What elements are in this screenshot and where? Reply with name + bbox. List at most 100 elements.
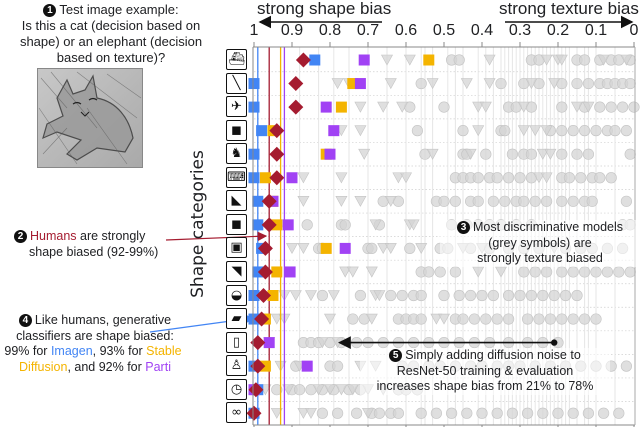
grey-model-circle: [567, 313, 579, 325]
parti-marker: [328, 125, 340, 137]
parti-marker: [320, 101, 332, 113]
grey-model-circle: [616, 101, 629, 113]
grey-model-circle: [514, 289, 526, 302]
humans-marker: [269, 146, 285, 162]
x-tick-label: 0.4: [470, 22, 494, 39]
grey-model-circle: [544, 313, 557, 325]
x-tick-label: 0.5: [432, 22, 456, 39]
grey-model-triangle: [426, 78, 439, 90]
grey-model-circle: [294, 384, 306, 396]
imagen-marker: [248, 148, 260, 160]
grey-model-circle: [415, 289, 427, 302]
grey-model-circle: [567, 407, 579, 419]
grey-model-circle: [529, 195, 541, 207]
airplane-icon: ✈: [226, 96, 247, 118]
grey-model-triangle: [430, 313, 443, 325]
grey-model-triangle: [331, 78, 344, 90]
grey-model-circle: [556, 313, 568, 325]
grey-model-circle: [518, 266, 530, 278]
parti-marker: [354, 78, 366, 90]
grey-model-triangle: [354, 101, 367, 113]
grey-model-circle: [457, 125, 469, 137]
grey-model-triangle: [327, 290, 340, 302]
annotation-generative: 4 Like humans, generative classifiers are…: [0, 313, 190, 375]
grey-model-triangle: [536, 148, 549, 160]
grey-model-triangle: [544, 148, 557, 160]
grey-model-circle: [506, 148, 519, 160]
grey-model-triangle: [384, 243, 397, 255]
grey-model-circle: [491, 172, 503, 184]
parti-marker: [263, 337, 275, 349]
grey-model-circle: [316, 407, 329, 419]
grey-model-triangle: [540, 125, 553, 137]
grey-model-circle: [563, 172, 576, 184]
humans-highlight: Humans: [30, 229, 77, 243]
grey-model-triangle: [529, 125, 542, 137]
grey-model-circle: [556, 101, 568, 113]
resnet-baseline-dot: [551, 339, 558, 346]
imagen-marker: [252, 219, 264, 231]
annotation-line: ResNet-50 training & evaluation: [396, 363, 574, 378]
grey-model-circle: [423, 266, 435, 278]
grey-model-circle: [590, 125, 602, 137]
grey-model-circle: [480, 313, 492, 325]
bird-icon: ◥: [226, 260, 247, 282]
parti-marker: [286, 172, 298, 184]
grey-model-circle: [628, 101, 640, 113]
grey-model-triangle: [323, 313, 337, 325]
truck-icon: ▰: [226, 308, 247, 330]
keyboard-icon: ⌨: [226, 166, 247, 188]
grey-model-circle: [434, 266, 446, 278]
car-icon: ◒: [226, 284, 247, 306]
annotation-line: Simply adding diffusion noise to: [405, 348, 581, 362]
humans-marker: [288, 76, 304, 92]
grey-model-triangle: [373, 290, 386, 302]
grey-model-circle: [586, 195, 598, 207]
imagen-marker: [256, 125, 268, 137]
annotation-line: based on texture)?: [56, 50, 166, 65]
grey-model-circle: [571, 77, 583, 90]
imagen-marker: [248, 78, 260, 90]
grey-model-triangle: [532, 172, 546, 184]
stable-diffusion-marker: [267, 290, 279, 301]
humans-marker: [261, 217, 277, 233]
grey-model-circle: [347, 313, 359, 325]
imagen-highlight: Imagen: [50, 344, 93, 358]
grey-model-circle: [430, 407, 443, 419]
annotation-discriminative: 3 Most discriminative models (grey symbol…: [440, 220, 640, 267]
grey-model-triangle: [339, 266, 352, 278]
grey-model-circle: [533, 313, 545, 325]
grey-model-triangle: [365, 313, 378, 325]
stable-diffusion-marker: [320, 242, 332, 254]
bicycle-icon: ∞: [226, 402, 247, 424]
humans-marker: [254, 311, 270, 327]
grey-model-triangle: [479, 101, 492, 113]
grey-model-circle: [404, 242, 416, 254]
grey-model-circle: [373, 407, 386, 419]
grey-model-circle: [613, 407, 625, 419]
annotation-line: increases shape bias from 21% to 78%: [376, 379, 594, 393]
annotation-line: shape biased (92-99%): [29, 244, 159, 259]
parti-marker: [358, 54, 370, 66]
grey-model-circle: [461, 407, 473, 419]
grey-model-circle: [396, 289, 408, 302]
grey-model-circle: [556, 125, 568, 137]
grey-model-circle: [415, 313, 427, 325]
humans-marker: [257, 240, 273, 256]
humans-marker: [257, 264, 273, 280]
grey-model-circle: [578, 313, 591, 325]
annotation-line: Is this a cat (decision based on: [21, 18, 201, 33]
grey-model-triangle: [460, 78, 473, 90]
grey-model-triangle: [396, 101, 409, 113]
step-number-badge: 2: [14, 230, 27, 243]
grey-model-circle: [465, 289, 477, 302]
grey-model-circle: [438, 195, 450, 207]
grey-model-circle: [332, 407, 344, 419]
imagen-marker: [248, 290, 260, 301]
grey-model-triangle: [377, 101, 390, 113]
grey-model-circle: [411, 125, 424, 137]
parti-highlight: Parti: [145, 359, 171, 374]
grey-model-triangle: [361, 407, 375, 419]
grey-model-circle: [499, 125, 511, 137]
grey-model-circle: [457, 313, 469, 325]
